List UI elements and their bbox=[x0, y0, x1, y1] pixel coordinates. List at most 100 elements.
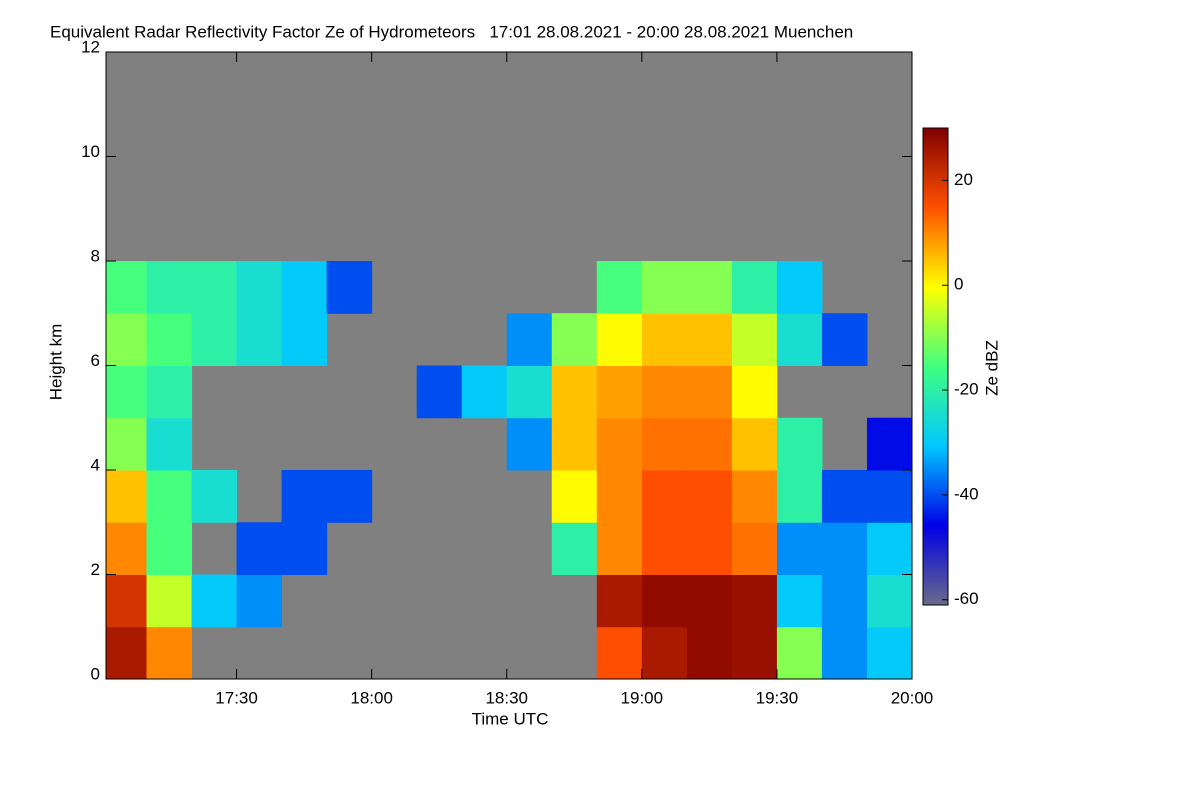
cell bbox=[731, 522, 778, 575]
cell bbox=[551, 470, 598, 523]
cell bbox=[866, 417, 913, 471]
cell bbox=[731, 365, 778, 419]
colorbar-label: Ze dBZ bbox=[982, 340, 1001, 396]
x-tick-label: 18:30 bbox=[485, 688, 528, 707]
cell bbox=[776, 522, 823, 575]
cell bbox=[686, 470, 733, 523]
cell bbox=[596, 313, 643, 366]
cell bbox=[146, 470, 193, 523]
cell bbox=[731, 313, 778, 366]
colorbar-tick-label: -40 bbox=[954, 484, 979, 503]
cell bbox=[106, 574, 148, 628]
cell bbox=[686, 417, 733, 471]
cell bbox=[821, 574, 868, 628]
cell bbox=[776, 417, 823, 471]
cell bbox=[596, 417, 643, 471]
colorbar-tick-label: -20 bbox=[954, 380, 979, 399]
cell bbox=[191, 261, 238, 314]
cell bbox=[236, 574, 283, 628]
y-tick-label: 0 bbox=[91, 664, 100, 683]
cell bbox=[686, 626, 733, 680]
cell bbox=[236, 261, 283, 314]
cell bbox=[686, 365, 733, 419]
x-tick-label: 19:30 bbox=[756, 688, 799, 707]
cell bbox=[191, 470, 238, 523]
cell bbox=[551, 417, 598, 471]
cell bbox=[326, 470, 373, 523]
cell bbox=[731, 261, 778, 314]
cell bbox=[106, 470, 148, 523]
cell bbox=[236, 313, 283, 366]
cell bbox=[686, 522, 733, 575]
cell bbox=[146, 261, 193, 314]
y-tick-label: 4 bbox=[91, 455, 100, 474]
cell bbox=[281, 470, 328, 523]
x-tick-label: 18:00 bbox=[350, 688, 393, 707]
y-tick-label: 10 bbox=[81, 142, 100, 161]
cell bbox=[776, 470, 823, 523]
cell bbox=[821, 313, 868, 366]
cell bbox=[191, 313, 238, 366]
cell bbox=[641, 313, 688, 366]
cell bbox=[866, 626, 913, 680]
colorbar bbox=[922, 127, 949, 606]
cell bbox=[106, 522, 148, 575]
cell bbox=[191, 574, 238, 628]
x-axis-label: Time UTC bbox=[472, 709, 549, 728]
cell bbox=[551, 365, 598, 419]
y-axis-label: Height km bbox=[46, 324, 65, 401]
cell bbox=[731, 626, 778, 680]
cell bbox=[776, 261, 823, 314]
cell bbox=[866, 574, 913, 628]
cell bbox=[146, 313, 193, 366]
cell bbox=[146, 417, 193, 471]
cell bbox=[106, 365, 148, 419]
cell bbox=[641, 470, 688, 523]
cell bbox=[281, 313, 328, 366]
x-tick-label: 19:00 bbox=[621, 688, 664, 707]
cell bbox=[776, 574, 823, 628]
cell bbox=[821, 626, 868, 680]
cell bbox=[146, 522, 193, 575]
cell bbox=[686, 574, 733, 628]
cell bbox=[641, 365, 688, 419]
cell bbox=[866, 470, 913, 523]
cell bbox=[596, 470, 643, 523]
cell bbox=[461, 365, 508, 419]
cell bbox=[146, 626, 193, 680]
cell bbox=[416, 365, 463, 419]
cell bbox=[641, 261, 688, 314]
cell bbox=[106, 313, 148, 366]
cell bbox=[146, 365, 193, 419]
y-tick-label: 8 bbox=[91, 246, 100, 265]
cell bbox=[506, 417, 553, 471]
cell bbox=[506, 313, 553, 366]
cell bbox=[686, 261, 733, 314]
cell bbox=[821, 470, 868, 523]
colorbar-tick-label: 20 bbox=[954, 170, 973, 189]
cell bbox=[776, 626, 823, 680]
x-tick-label: 17:30 bbox=[215, 688, 258, 707]
cell bbox=[596, 626, 643, 680]
cell bbox=[731, 470, 778, 523]
cell bbox=[506, 365, 553, 419]
colorbar-tick-label: 0 bbox=[954, 275, 963, 294]
heatmap bbox=[106, 261, 913, 680]
cell bbox=[106, 261, 148, 314]
y-tick-label: 12 bbox=[81, 37, 100, 56]
chart-title: Equivalent Radar Reflectivity Factor Ze … bbox=[50, 22, 853, 41]
cell bbox=[551, 522, 598, 575]
cell bbox=[641, 522, 688, 575]
cell bbox=[106, 417, 148, 471]
cell bbox=[281, 522, 328, 575]
cell bbox=[731, 417, 778, 471]
cell bbox=[641, 626, 688, 680]
cell bbox=[281, 261, 328, 314]
cell bbox=[596, 261, 643, 314]
cell bbox=[641, 417, 688, 471]
cell bbox=[866, 522, 913, 575]
cell bbox=[236, 522, 283, 575]
x-tick-label: 20:00 bbox=[891, 688, 934, 707]
cell bbox=[551, 313, 598, 366]
